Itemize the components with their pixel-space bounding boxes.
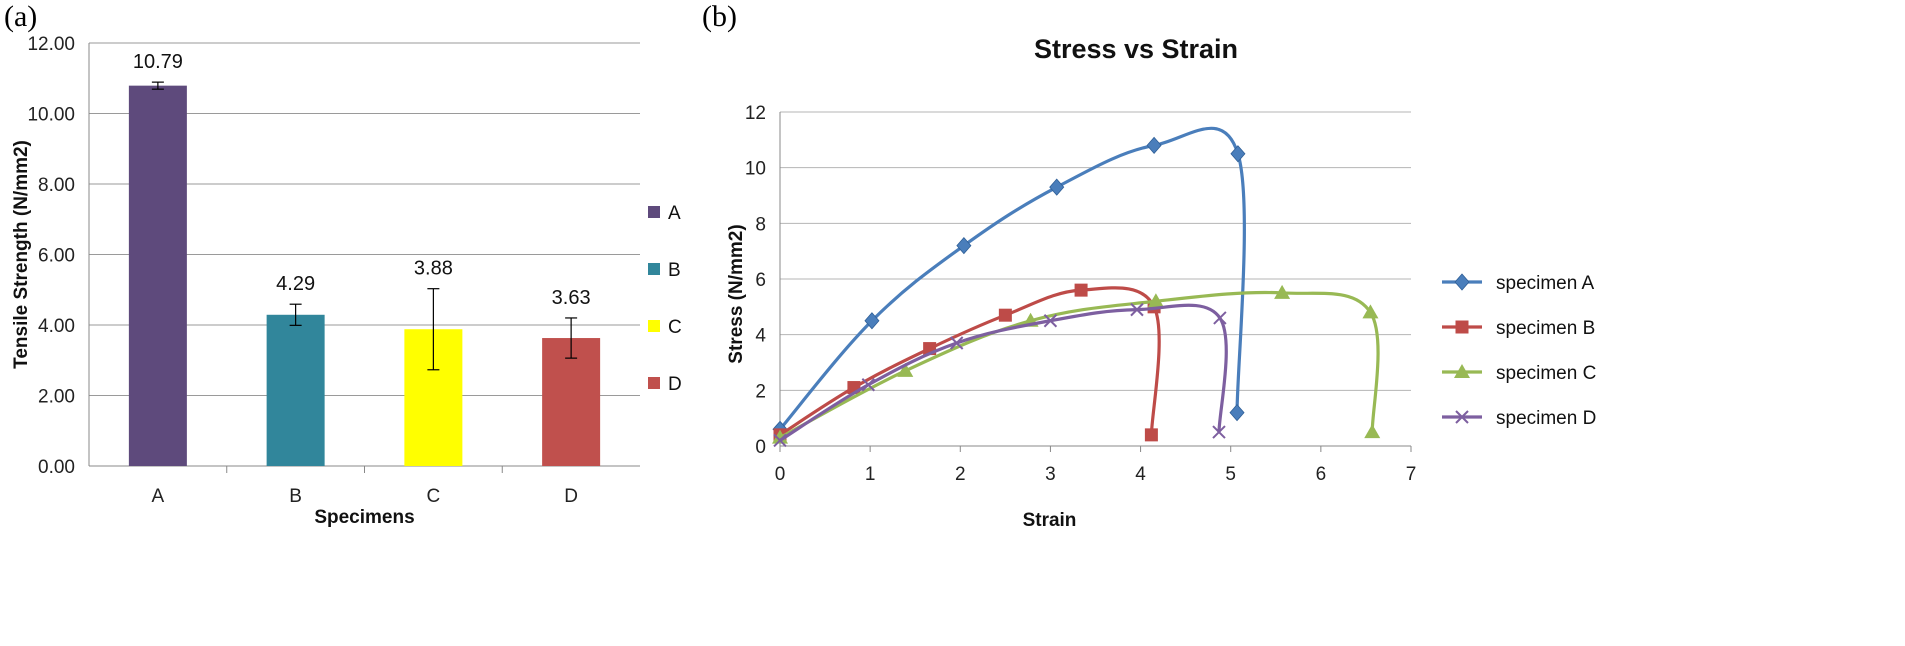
data-point-specimen-c <box>772 429 788 444</box>
data-point-specimen-d-stroke <box>1130 302 1144 317</box>
x-tick-label: 1 <box>865 464 876 485</box>
y-tick-label: 0.00 <box>38 457 75 478</box>
bar-B <box>266 314 325 466</box>
y-tick-label: 10 <box>745 159 766 180</box>
y-tick-label: 12 <box>745 103 766 124</box>
y-tick-label: 12.00 <box>27 34 75 55</box>
bar-A <box>128 85 187 466</box>
legend-swatch-B <box>648 263 660 275</box>
y-tick-label: 0 <box>755 437 766 458</box>
x-tick-label: 2 <box>955 464 966 485</box>
y-axis-title: Tensile Strength (N/mm2) <box>11 140 32 369</box>
data-point-specimen-c <box>1362 304 1379 319</box>
legend-swatch-C <box>648 320 660 332</box>
panel-label-b: (b) <box>702 0 737 33</box>
data-point-specimen-d <box>773 433 787 448</box>
legend-label-D: D <box>668 374 682 395</box>
data-point-specimen-a <box>1146 136 1162 155</box>
x-axis-title: Strain <box>1023 510 1077 531</box>
series-specimen-a <box>772 126 1246 438</box>
data-point-specimen-c <box>1147 293 1164 308</box>
legend-swatch-D <box>648 377 660 389</box>
y-tick-label: 2 <box>755 381 766 402</box>
legend-label-specimen-d: specimen D <box>1496 408 1596 429</box>
x-tick-label: 0 <box>775 464 786 485</box>
data-point-specimen-d <box>1213 311 1227 325</box>
data-point-specimen-d <box>949 336 964 350</box>
data-point-specimen-d-stroke <box>949 336 964 350</box>
x-tick-label: B <box>289 486 302 507</box>
x-tick-label: 6 <box>1316 464 1327 485</box>
legend-label-C: C <box>668 317 682 338</box>
data-point-specimen-c <box>1274 284 1291 299</box>
y-tick-label: 10.00 <box>27 105 75 126</box>
legend-marker-specimen-d <box>1455 410 1469 424</box>
series-specimen-d <box>773 302 1228 448</box>
x-tick-label: D <box>564 486 578 507</box>
data-point-specimen-b <box>1074 283 1088 297</box>
legend-label-B: B <box>668 260 681 281</box>
data-point-specimen-a <box>864 312 880 330</box>
bar-D <box>542 338 601 466</box>
data-point-specimen-d-stroke <box>773 433 787 448</box>
x-tick-label: A <box>152 486 165 507</box>
x-tick-label: 3 <box>1045 464 1056 485</box>
data-point-specimen-a <box>1049 178 1065 196</box>
y-tick-label: 8.00 <box>38 175 75 196</box>
legend-swatch-A <box>648 206 660 218</box>
y-tick-label: 4.00 <box>38 316 75 337</box>
data-point-specimen-b <box>1144 428 1158 442</box>
legend-label-specimen-a: specimen A <box>1496 273 1595 294</box>
value-label-C: 3.88 <box>414 258 453 280</box>
data-point-specimen-d-stroke <box>1043 314 1058 328</box>
data-point-specimen-d <box>1212 425 1226 439</box>
x-axis-title: Specimens <box>314 507 414 528</box>
y-tick-label: 4 <box>755 326 766 347</box>
legend-marker-specimen-a <box>1454 273 1470 291</box>
data-point-specimen-d-stroke <box>1212 425 1226 439</box>
value-label-D: 3.63 <box>552 287 591 309</box>
legend-label-specimen-c: specimen C <box>1496 363 1596 384</box>
x-tick-label: 7 <box>1406 464 1417 485</box>
chart-title: Stress vs Strain <box>1034 34 1238 64</box>
legend-marker-specimen-c <box>1454 364 1470 378</box>
x-tick-label: 4 <box>1135 464 1146 485</box>
data-point-specimen-a <box>1230 145 1246 163</box>
y-tick-label: 6 <box>755 270 766 291</box>
value-label-A: 10.79 <box>133 51 183 73</box>
x-tick-label: C <box>427 486 441 507</box>
value-label-B: 4.29 <box>276 273 315 295</box>
data-point-specimen-b <box>998 308 1012 322</box>
y-tick-label: 8 <box>755 214 766 235</box>
data-point-specimen-d-stroke <box>861 378 876 392</box>
x-tick-label: 5 <box>1225 464 1236 485</box>
series-specimen-c <box>772 284 1381 444</box>
bar-chart-tensile-strength: 0.00 2.00 4.00 6.00 8.00 10.00 12.00 10.79 A 4.29… <box>11 34 682 528</box>
data-point-specimen-c <box>1364 424 1381 439</box>
data-point-specimen-a <box>956 236 972 255</box>
data-point-specimen-d-stroke <box>1213 311 1227 325</box>
panel-label-a: (a) <box>4 0 38 33</box>
data-point-specimen-d <box>1130 302 1144 317</box>
y-tick-label: 2.00 <box>38 387 75 408</box>
data-point-specimen-d <box>1043 314 1058 328</box>
legend-marker-specimen-d-stroke <box>1455 410 1469 424</box>
legend-label-specimen-b: specimen B <box>1496 318 1595 339</box>
data-point-specimen-d <box>861 378 876 392</box>
data-point-specimen-a <box>1229 403 1245 422</box>
y-tick-label: 6.00 <box>38 246 75 267</box>
data-point-specimen-c <box>897 362 914 377</box>
y-axis-title: Stress (N/mm2) <box>726 224 747 363</box>
legend-label-A: A <box>668 203 681 224</box>
legend-marker-specimen-b <box>1455 320 1469 334</box>
